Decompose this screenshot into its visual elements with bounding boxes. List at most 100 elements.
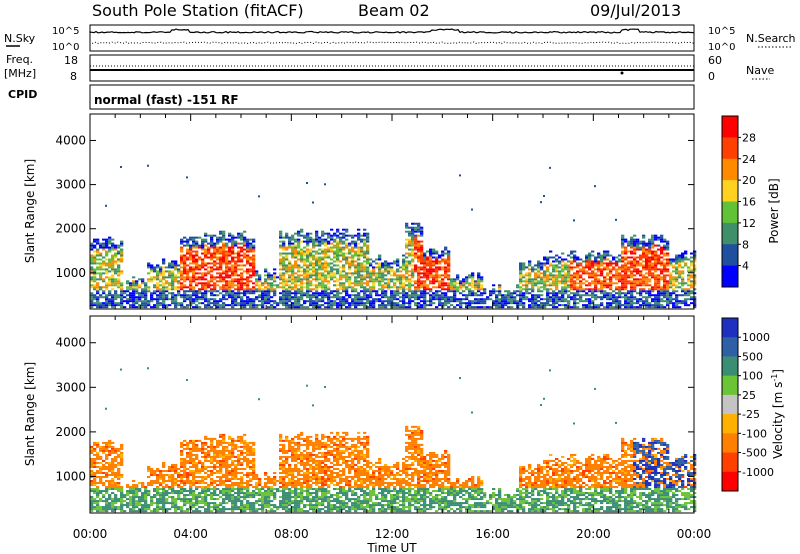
power-cell xyxy=(576,274,580,277)
power-cell xyxy=(540,302,544,305)
power-cell xyxy=(594,268,598,271)
velocity-cell xyxy=(99,490,103,493)
power-cell xyxy=(228,282,232,285)
power-cell xyxy=(633,250,637,253)
power-cell xyxy=(588,256,592,259)
power-cell xyxy=(384,300,388,303)
power-cell xyxy=(240,272,244,275)
power-cell xyxy=(519,290,523,293)
power-cell xyxy=(219,272,223,275)
power-cell xyxy=(333,304,337,307)
power-cell xyxy=(564,262,568,265)
power-cell xyxy=(288,298,292,301)
power-cell xyxy=(615,276,619,279)
power-cell xyxy=(267,306,271,309)
power-cell xyxy=(435,262,439,265)
power-cell xyxy=(651,242,655,245)
power-cell xyxy=(657,276,661,279)
power-cell xyxy=(351,272,355,275)
power-cell xyxy=(570,250,574,253)
power-cell xyxy=(234,292,238,295)
power-cell xyxy=(576,302,580,305)
power-cell xyxy=(90,278,94,281)
power-cell xyxy=(312,262,316,265)
power-cell xyxy=(171,260,175,263)
power-cell xyxy=(228,284,232,287)
power-cell xyxy=(519,288,523,291)
power-cell xyxy=(444,268,448,271)
power-cell xyxy=(378,288,382,291)
power-cell xyxy=(420,254,424,257)
power-cell xyxy=(615,268,619,271)
power-cell xyxy=(114,248,118,251)
velocity-cell xyxy=(105,471,109,475)
power-cell xyxy=(315,258,319,261)
power-cell xyxy=(690,256,694,259)
power-cell xyxy=(315,264,319,267)
power-cell xyxy=(354,290,358,293)
power-cell xyxy=(357,272,361,275)
power-cell xyxy=(303,276,307,279)
velocity-cell xyxy=(141,508,145,511)
power-cell xyxy=(477,276,481,279)
power-cell xyxy=(141,282,145,285)
power-cell xyxy=(525,278,529,281)
power-cell xyxy=(591,262,595,265)
power-cell xyxy=(552,280,556,283)
power-cell xyxy=(228,274,232,277)
power-cell xyxy=(330,258,334,261)
power-cell xyxy=(588,258,592,261)
power-cell xyxy=(309,300,313,303)
velocity-cell xyxy=(189,465,193,468)
velocity-cell xyxy=(153,474,157,477)
velocity-cell xyxy=(180,459,184,462)
power-cell xyxy=(288,304,292,307)
power-cell xyxy=(414,242,418,245)
power-cell xyxy=(345,258,349,261)
station-title: South Pole Station (fitACF) xyxy=(92,1,304,20)
power-cell xyxy=(600,270,604,273)
power-cell xyxy=(324,268,328,271)
power-cell xyxy=(429,256,433,259)
power-cell xyxy=(666,294,670,297)
power-cell xyxy=(255,284,259,287)
power-cell xyxy=(120,300,124,303)
power-cell xyxy=(354,240,358,243)
power-cell xyxy=(258,286,262,289)
power-cell xyxy=(333,250,337,253)
power-cell xyxy=(639,272,643,275)
power-cell xyxy=(366,282,370,285)
power-cell xyxy=(411,260,415,263)
power-cell xyxy=(294,294,298,297)
power-cell xyxy=(618,304,622,307)
power-cell xyxy=(303,262,307,265)
power-cell xyxy=(414,234,418,237)
power-cell xyxy=(231,266,235,269)
power-cell xyxy=(615,300,619,303)
power-cell xyxy=(552,256,556,259)
power-cell xyxy=(312,238,316,241)
power-cell xyxy=(390,280,394,283)
power-cell xyxy=(144,300,148,303)
power-cell xyxy=(639,248,643,251)
power-cell xyxy=(318,264,322,267)
velocity-cell xyxy=(111,504,115,507)
power-cell xyxy=(189,248,193,251)
velocity-cell xyxy=(150,471,154,475)
velocity-cell xyxy=(105,486,109,489)
power-cell xyxy=(654,252,658,255)
power-cell xyxy=(660,262,664,265)
velocity-cell xyxy=(141,498,145,501)
power-cell xyxy=(216,280,220,283)
power-cell xyxy=(501,298,505,301)
power-cell xyxy=(618,280,622,283)
power-cell xyxy=(564,286,568,289)
velocity-cell xyxy=(108,488,112,491)
power-cell xyxy=(396,302,400,305)
power-cell xyxy=(369,272,373,275)
velocity-cell xyxy=(99,482,103,485)
velocity-cell xyxy=(135,486,139,489)
power-cell xyxy=(672,264,676,267)
power-cell xyxy=(531,286,535,289)
power-cell xyxy=(576,286,580,289)
